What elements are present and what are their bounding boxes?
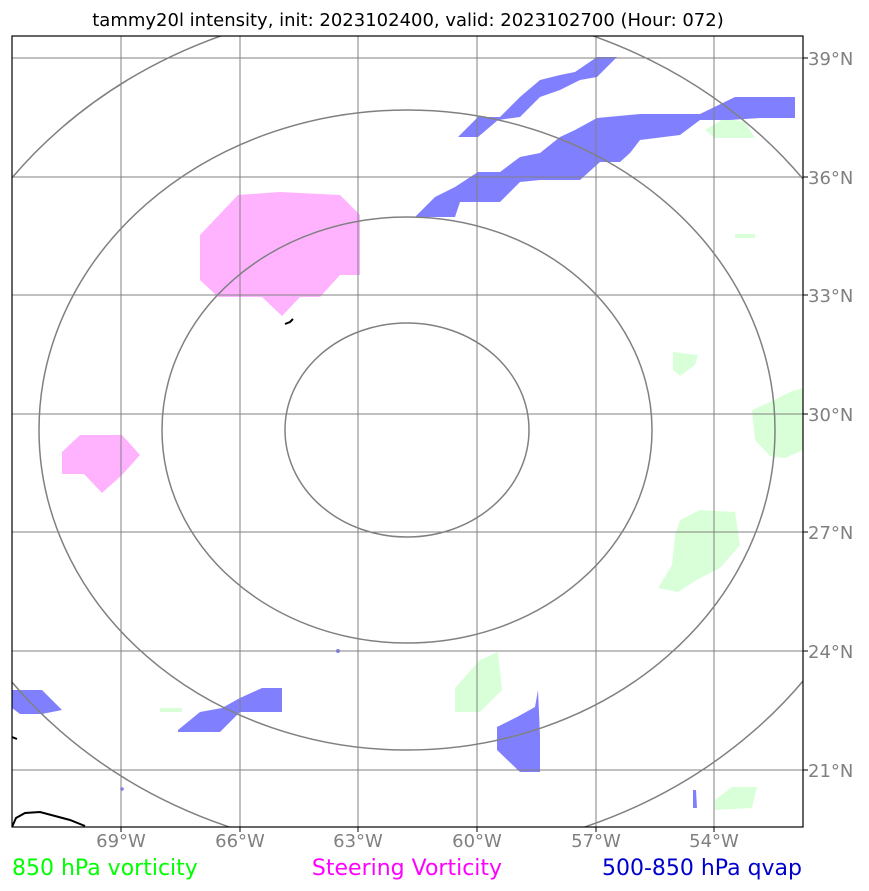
- qvap-fills: [12, 57, 795, 808]
- lat-tick-label: 33°N: [808, 286, 853, 307]
- bermuda-coastline: [284, 318, 294, 325]
- lon-tick-label: 57°W: [571, 831, 621, 852]
- coastline-west: [12, 736, 18, 740]
- vort850-area: [673, 352, 698, 376]
- lat-axis: 39°N 36°N 33°N 30°N 27°N 24°N 21°N: [803, 49, 853, 782]
- legend: 850 hPa vorticity Steering Vorticity 500…: [12, 856, 802, 881]
- lat-tick-label: 27°N: [808, 523, 853, 544]
- coastline-hispaniola: [12, 810, 86, 827]
- vort850-area: [160, 708, 182, 712]
- lon-tick-label: 60°W: [452, 831, 502, 852]
- vort850-fills: [160, 118, 803, 810]
- steering-area: [200, 192, 360, 316]
- range-ring-inner: [284, 322, 530, 538]
- lon-tick-label: 66°W: [215, 831, 265, 852]
- qvap-area: [497, 690, 540, 772]
- range-ring-3: [38, 109, 776, 751]
- vort850-area: [735, 234, 755, 238]
- qvap-area: [12, 690, 62, 714]
- vort850-area: [658, 510, 740, 592]
- lon-tick-label: 63°W: [333, 831, 383, 852]
- lat-tick-label: 36°N: [808, 168, 853, 189]
- vort850-area: [752, 388, 803, 458]
- lat-tick-label: 24°N: [808, 642, 853, 663]
- range-ring-2: [161, 216, 653, 644]
- legend-qvap: 500-850 hPa qvap: [602, 856, 802, 881]
- graticule: [12, 36, 803, 827]
- legend-vort850: 850 hPa vorticity: [12, 856, 198, 881]
- vort850-area: [455, 652, 502, 712]
- lat-tick-label: 21°N: [808, 761, 853, 782]
- map-frame: [11, 35, 804, 828]
- range-rings: [12, 36, 803, 827]
- coastlines: [12, 318, 294, 827]
- steering-area: [62, 435, 140, 493]
- qvap-area: [415, 97, 795, 217]
- vort850-area: [705, 118, 755, 138]
- legend-steering: Steering Vorticity: [312, 856, 502, 881]
- lat-tick-label: 30°N: [808, 405, 853, 426]
- steering-fills: [62, 192, 360, 493]
- lon-axis: 69°W 66°W 63°W 60°W 57°W 54°W: [96, 827, 739, 852]
- lon-tick-label: 54°W: [689, 831, 739, 852]
- lat-tick-label: 39°N: [808, 49, 853, 70]
- qvap-speck: [693, 790, 697, 808]
- figure-title: tammy20l intensity, init: 2023102400, va…: [92, 10, 724, 31]
- vort850-area: [715, 787, 757, 810]
- lon-tick-label: 69°W: [96, 831, 146, 852]
- qvap-area: [458, 57, 617, 137]
- map-plot-area: [12, 36, 803, 827]
